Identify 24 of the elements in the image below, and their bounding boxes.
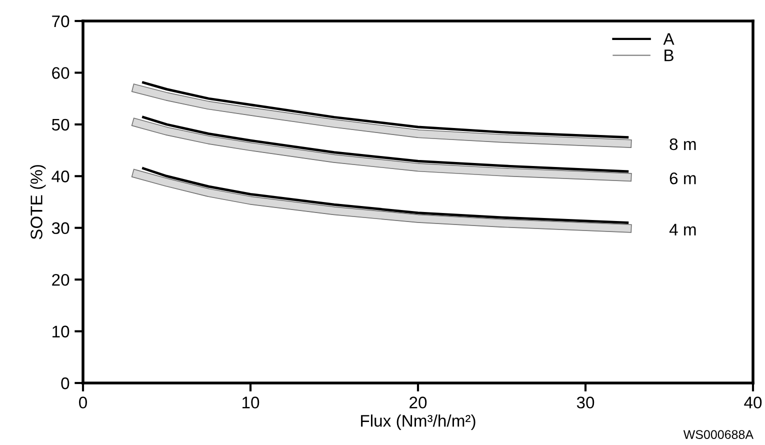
x-tick-label: 40 <box>744 396 762 408</box>
text: WS000688A <box>683 430 754 439</box>
y-tick-label: 50 <box>52 118 70 131</box>
y-tick-label: 60 <box>52 67 70 79</box>
legend-label: A <box>663 33 674 45</box>
y-tick-label: 70 <box>52 15 70 28</box>
line-series <box>142 81 629 139</box>
annotation: 8 m <box>670 138 696 150</box>
line-series <box>142 167 629 224</box>
line-series <box>142 116 629 173</box>
y-tick-label: 40 <box>52 170 70 182</box>
x-tick-label: 20 <box>410 396 427 408</box>
y-axis-title: SOTE (%) <box>30 165 46 240</box>
annotation: 4 m <box>669 224 696 236</box>
annotation: 6 m <box>670 172 696 184</box>
x-tick-label: 0 <box>79 396 87 408</box>
x-tick-label: 10 <box>242 396 260 408</box>
y-tick-label: 0 <box>61 377 70 390</box>
y-tick-label: 10 <box>52 326 70 338</box>
text: B <box>664 50 674 62</box>
y-tick-label: 30 <box>52 222 70 234</box>
x-tick-label: 30 <box>576 396 594 408</box>
y-tick-label: 20 <box>52 274 70 286</box>
x-axis-title: Flux (Nm³/h/m²) <box>361 414 476 430</box>
